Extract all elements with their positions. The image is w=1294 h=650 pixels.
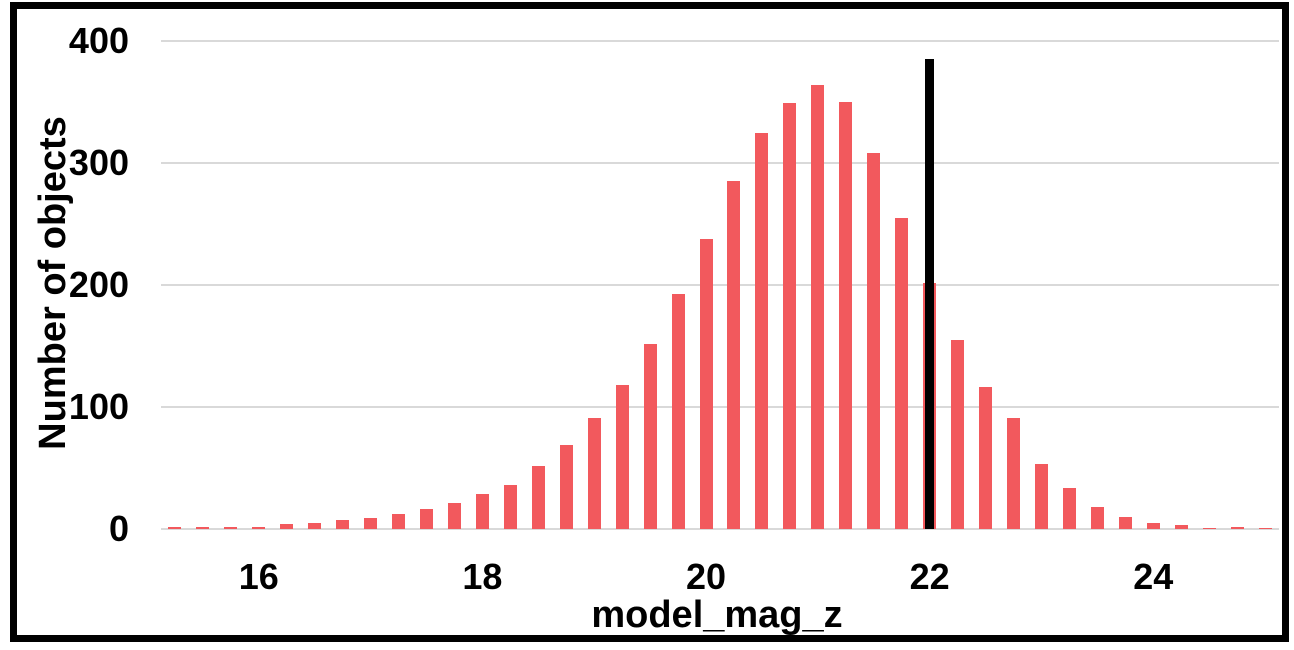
- histogram-bar: [252, 526, 266, 529]
- histogram-bar: [1174, 525, 1188, 529]
- y-axis-tick-labels: 0 100 200 300 400: [17, 23, 129, 547]
- gridline-y-200: [161, 284, 1279, 286]
- histogram-bar: [1090, 507, 1104, 529]
- histogram-bar: [839, 102, 853, 529]
- histogram-bar: [308, 522, 322, 529]
- y-tick-label-300: 300: [68, 142, 129, 183]
- histogram-bar: [503, 485, 517, 529]
- histogram-bar: [420, 509, 434, 529]
- x-axis-title: model_mag_z: [591, 594, 843, 636]
- gridline-y-0: [161, 528, 1279, 530]
- histogram-bar: [755, 132, 769, 529]
- histogram-bar: [699, 238, 713, 529]
- y-tick-label-200: 200: [68, 264, 129, 305]
- histogram-bar: [727, 181, 741, 529]
- histogram-bar: [951, 339, 965, 529]
- x-tick-label-18: 18: [462, 556, 503, 597]
- histogram-bar: [643, 343, 657, 529]
- histogram-bar: [811, 84, 825, 529]
- histogram-bar: [447, 503, 461, 529]
- x-tick-label-20: 20: [685, 556, 727, 597]
- histogram-bar: [559, 444, 573, 529]
- histogram-bar: [1146, 522, 1160, 529]
- y-tick-label-100: 100: [68, 386, 129, 427]
- histogram-bar: [615, 385, 629, 529]
- histogram-bar: [336, 520, 350, 529]
- histogram-bar: [168, 526, 182, 529]
- histogram-bar: [196, 526, 210, 529]
- x-tick-label-16: 16: [238, 556, 279, 597]
- histogram-bar: [1062, 487, 1076, 529]
- histogram-bar: [475, 493, 489, 529]
- histogram-bar: [1258, 527, 1272, 529]
- histogram-bar: [1202, 527, 1216, 529]
- histogram-bar: [364, 518, 378, 529]
- histogram-bar: [587, 417, 601, 529]
- histogram-bar: [783, 103, 797, 529]
- histogram-bar: [280, 524, 294, 529]
- histogram-bar: [392, 514, 406, 529]
- histogram-bar: [1034, 464, 1048, 529]
- x-tick-label-22: 22: [909, 556, 950, 597]
- chart-border-frame: 0 100 200 300 400 16 18 20 22 24 Number of objec…: [10, 2, 1289, 642]
- histogram-bar: [867, 153, 881, 529]
- gridline-y-300: [161, 162, 1279, 164]
- histogram-bar: [895, 217, 909, 529]
- histogram-bar: [671, 293, 685, 529]
- histogram-bar: [1230, 526, 1244, 529]
- plot-area: [161, 40, 1279, 530]
- histogram-bar: [1006, 417, 1020, 529]
- x-axis-tick-labels: 16 18 20 22 24: [161, 557, 1279, 601]
- histogram-bar: [531, 465, 545, 529]
- y-tick-label-0: 0: [108, 508, 129, 549]
- y-axis-title: Number of objects: [32, 116, 74, 450]
- histogram-bar: [224, 526, 238, 529]
- cutoff-line: [925, 59, 935, 529]
- y-tick-label-400: 400: [68, 20, 129, 61]
- histogram-bar: [1118, 516, 1132, 529]
- gridline-y-400: [161, 40, 1279, 42]
- gridline-y-100: [161, 406, 1279, 408]
- histogram-bar: [979, 387, 993, 529]
- x-tick-label-24: 24: [1133, 556, 1174, 597]
